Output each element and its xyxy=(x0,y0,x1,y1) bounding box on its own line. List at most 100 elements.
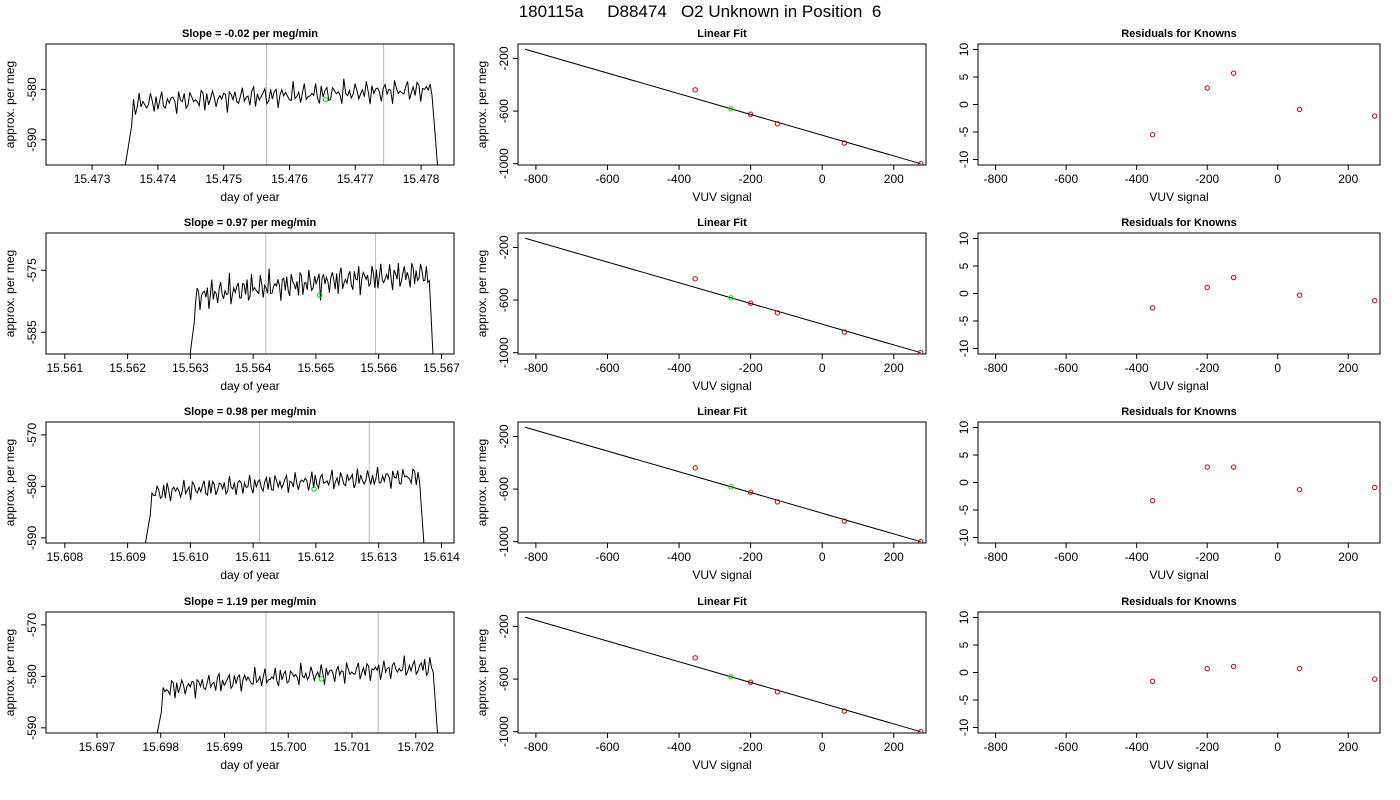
residual-point xyxy=(1372,297,1378,304)
plot-area xyxy=(144,422,425,543)
row4-timeseries: 15.697 15.698 15.699 15.700 15.701 15.702 -570… xyxy=(3,596,455,772)
x-tick-label: 15.614 xyxy=(423,550,460,564)
time-series-trace xyxy=(156,655,438,733)
y-axis-label: approx. per meg xyxy=(3,61,17,148)
known-point xyxy=(774,121,781,127)
known-point xyxy=(692,655,698,661)
y-tick-label: -600 xyxy=(497,99,511,123)
x-tick-label: -200 xyxy=(739,550,763,564)
x-tick-label: -800 xyxy=(524,172,548,186)
time-series-trace xyxy=(124,78,438,165)
y-tick-label: 10 xyxy=(957,43,971,57)
residual-point xyxy=(1204,665,1210,672)
x-tick-label: 200 xyxy=(884,740,904,754)
x-axis-label: VUV signal xyxy=(692,758,751,772)
x-tick-label: -400 xyxy=(1125,361,1149,375)
y-tick-label: 5 xyxy=(957,73,971,80)
x-tick-label: -400 xyxy=(1125,740,1149,754)
x-tick-label: -600 xyxy=(1054,361,1078,375)
residual-point xyxy=(1296,486,1303,493)
known-point xyxy=(917,349,924,354)
x-axis-label: VUV signal xyxy=(692,379,751,393)
y-tick-label: -600 xyxy=(497,288,511,312)
panel-title: Slope = 0.97 per meg/min xyxy=(184,217,317,229)
panel-title: Linear Fit xyxy=(697,217,747,229)
residual-point xyxy=(1149,132,1156,138)
fit-line xyxy=(525,237,921,354)
x-tick-label: -600 xyxy=(595,740,619,754)
residual-point xyxy=(1149,305,1156,311)
x-axis-label: VUV signal xyxy=(1149,758,1208,772)
x-tick-label: -800 xyxy=(984,172,1008,186)
x-tick-label: -200 xyxy=(739,361,763,375)
x-tick-label: 0 xyxy=(1274,740,1281,754)
y-axis-label: approx. per meg xyxy=(475,61,489,148)
y-axis-label: approx. per meg xyxy=(3,629,17,716)
x-tick-label: 15.701 xyxy=(334,740,371,754)
y-tick-label: -580 xyxy=(25,474,39,498)
row1-residuals: -800 -600 -400 -200 0 200 10 5 0 -5 -10 Residuals f… xyxy=(957,28,1381,204)
x-tick-label: 15.611 xyxy=(235,550,271,564)
y-tick-label: -580 xyxy=(25,664,39,688)
x-tick-label: -400 xyxy=(1125,172,1149,186)
panel-title: Residuals for Knowns xyxy=(1121,596,1237,608)
residual-point xyxy=(1230,663,1237,670)
x-axis-label: VUV signal xyxy=(1149,190,1208,204)
panel-title: Residuals for Knowns xyxy=(1121,28,1237,40)
unknown-point xyxy=(728,295,734,301)
y-tick-label: -600 xyxy=(497,667,511,691)
x-tick-label: 0 xyxy=(819,172,826,186)
x-tick-label: 15.563 xyxy=(172,361,209,375)
y-tick-label: -10 xyxy=(957,719,971,737)
y-tick-label: 5 xyxy=(957,262,971,269)
x-axis-label: VUV signal xyxy=(1149,379,1208,393)
plot-area xyxy=(1149,70,1378,138)
plot-area xyxy=(1149,274,1378,311)
known-point xyxy=(917,538,924,543)
y-tick-label: -5 xyxy=(957,694,971,705)
panel-title: Residuals for Knowns xyxy=(1121,217,1237,229)
residual-point xyxy=(1149,678,1156,684)
time-series-trace xyxy=(189,263,434,354)
fit-line xyxy=(525,616,921,733)
plot-frame xyxy=(977,421,1381,544)
x-tick-label: 0 xyxy=(1274,361,1281,375)
x-tick-label: 15.700 xyxy=(270,740,307,754)
y-axis-label: approx. per meg xyxy=(3,250,17,337)
x-axis-label: day of year xyxy=(220,190,279,204)
row4-residuals: -800 -600 -400 -200 0 200 10 5 0 -5 -10 Residuals f… xyxy=(957,596,1381,772)
residual-point xyxy=(1372,484,1378,491)
residual-point xyxy=(1372,676,1378,682)
x-tick-label: 15.702 xyxy=(397,740,434,754)
x-tick-label: 15.610 xyxy=(172,550,209,564)
residual-point xyxy=(1230,70,1237,76)
x-axis-label: VUV signal xyxy=(692,190,751,204)
x-tick-label: 15.699 xyxy=(206,740,243,754)
fit-line xyxy=(525,426,921,543)
figure-title: 180115a D88474 O2 Unknown in Position 6 xyxy=(518,2,882,21)
x-tick-label: 15.609 xyxy=(109,550,146,564)
x-tick-label: 0 xyxy=(819,550,826,564)
x-tick-label: 15.612 xyxy=(298,550,335,564)
x-tick-label: 200 xyxy=(1338,172,1358,186)
y-tick-label: -200 xyxy=(497,614,511,638)
plot-frame xyxy=(517,232,927,355)
x-axis-label: day of year xyxy=(220,379,279,393)
x-tick-label: -600 xyxy=(595,361,619,375)
x-tick-label: 15.476 xyxy=(271,172,308,186)
unknown-point xyxy=(728,674,734,680)
x-tick-label: 15.565 xyxy=(298,361,335,375)
x-tick-label: -200 xyxy=(739,172,763,186)
row2-fit: -800 -600 -400 -200 0 200 -200 -600 -1000 Linear … xyxy=(475,217,927,393)
known-point xyxy=(917,160,924,165)
x-tick-label: -800 xyxy=(524,361,548,375)
x-tick-label: 0 xyxy=(819,740,826,754)
x-tick-label: -800 xyxy=(984,361,1008,375)
x-tick-label: -400 xyxy=(1125,550,1149,564)
x-tick-label: 200 xyxy=(884,550,904,564)
known-point xyxy=(841,140,848,146)
x-tick-label: 15.564 xyxy=(235,361,272,375)
y-axis-label: approx. per meg xyxy=(475,439,489,526)
x-tick-label: 0 xyxy=(819,361,826,375)
